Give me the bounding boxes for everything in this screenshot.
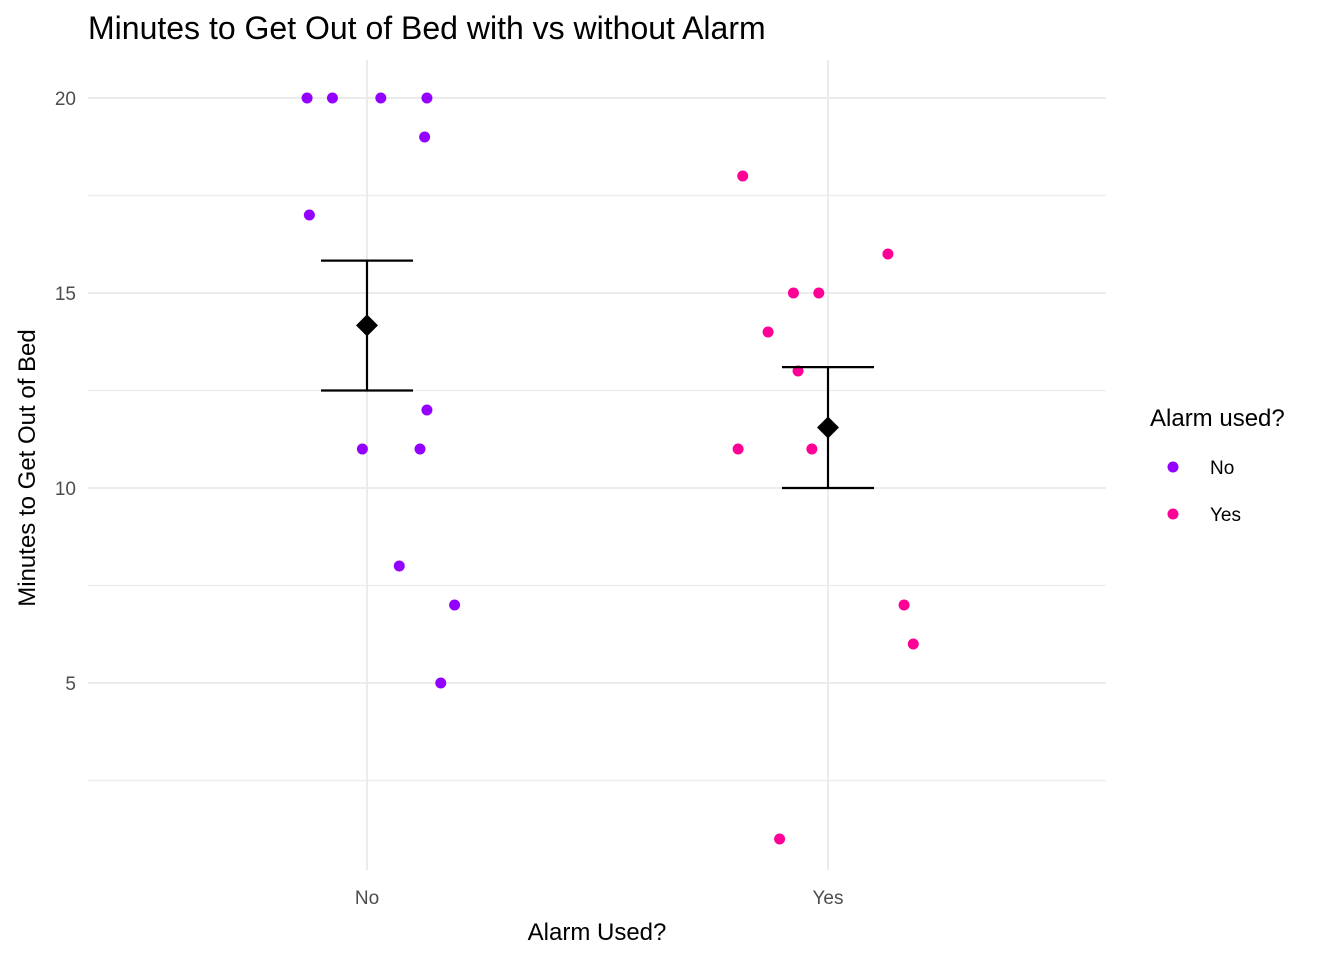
x-tick-label: No <box>355 888 379 909</box>
x-tick-labels: No Yes <box>355 888 844 909</box>
data-point <box>449 599 461 611</box>
data-point <box>792 365 804 377</box>
y-tick-label: 20 <box>55 89 76 110</box>
x-axis-title: Alarm Used? <box>528 919 667 946</box>
legend-label: No <box>1210 458 1234 479</box>
data-point <box>414 443 426 455</box>
data-point <box>898 599 910 611</box>
data-point <box>419 131 431 143</box>
mean-marker <box>817 416 839 439</box>
data-point <box>813 287 825 299</box>
data-point <box>375 92 387 104</box>
data-point <box>762 326 774 338</box>
legend-title: Alarm used? <box>1150 405 1285 432</box>
data-point <box>787 287 799 299</box>
data-point <box>393 560 405 572</box>
data-point <box>806 443 818 455</box>
chart-title: Minutes to Get Out of Bed with vs withou… <box>88 10 766 46</box>
data-point <box>732 443 744 455</box>
data-point <box>356 443 368 455</box>
data-point <box>303 209 315 221</box>
data-point <box>435 677 447 689</box>
data-point <box>774 833 786 845</box>
data-points <box>301 92 919 845</box>
mean-errorbars <box>321 259 874 490</box>
data-point <box>301 92 313 104</box>
y-tick-label: 10 <box>55 479 76 500</box>
legend: Alarm used? No Yes <box>1150 405 1285 526</box>
data-point <box>421 92 433 104</box>
legend-key <box>1167 461 1179 473</box>
y-axis-title: Minutes to Get Out of Bed <box>14 329 41 606</box>
data-point <box>907 638 919 650</box>
legend-label: Yes <box>1210 505 1241 526</box>
data-point <box>737 170 749 182</box>
y-tick-label: 15 <box>55 284 76 305</box>
mean-marker <box>356 314 378 337</box>
x-tick-label: Yes <box>813 888 844 909</box>
data-point <box>882 248 894 260</box>
data-point <box>326 92 338 104</box>
y-tick-label: 5 <box>65 674 76 695</box>
grid-lines <box>88 60 1106 870</box>
y-tick-labels: 5 10 15 20 <box>55 89 76 695</box>
data-point <box>421 404 433 416</box>
legend-key <box>1167 508 1179 520</box>
